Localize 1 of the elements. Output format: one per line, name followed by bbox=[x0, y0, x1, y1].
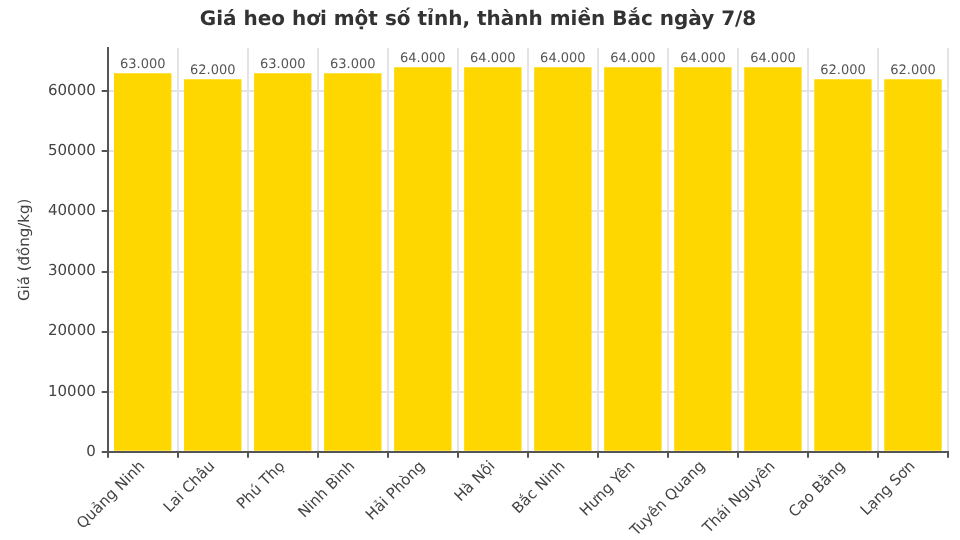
chart-title: Giá heo hơi một số tỉnh, thành miền Bắc ngày 7/8 bbox=[199, 7, 757, 32]
